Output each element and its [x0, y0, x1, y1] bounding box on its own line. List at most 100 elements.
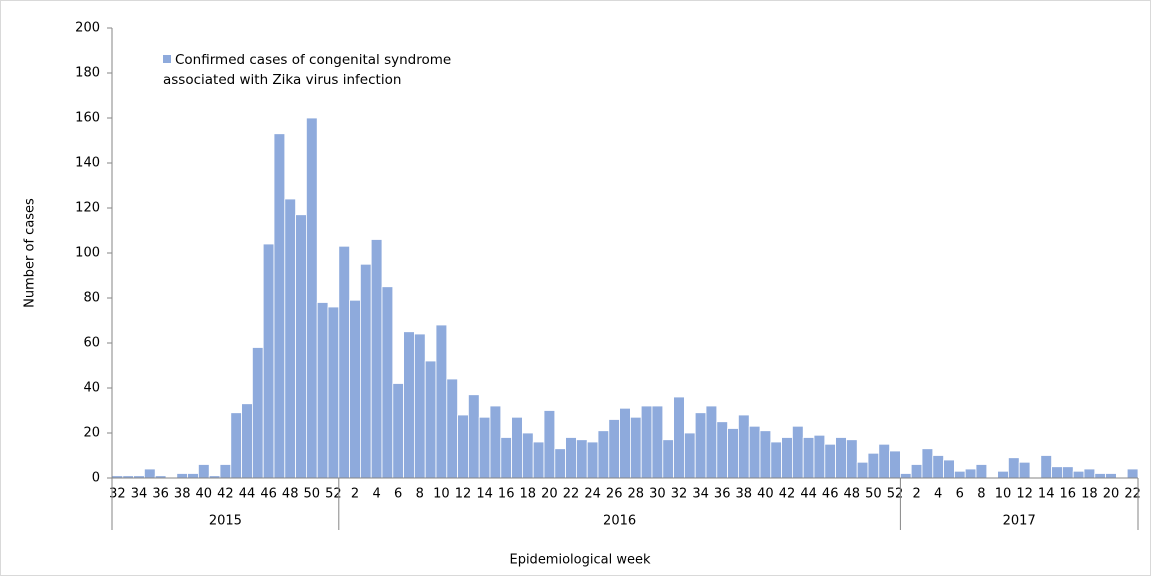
- x-tick-label: 12: [455, 487, 472, 502]
- x-tick-label: 38: [736, 487, 753, 502]
- x-tick-label: 46: [260, 487, 277, 502]
- x-tick-label: 16: [1060, 487, 1077, 502]
- bar: [662, 439, 674, 479]
- x-tick-label: 20: [1103, 487, 1120, 502]
- x-tick-label: 20: [541, 487, 558, 502]
- legend-swatch: [163, 55, 171, 63]
- x-tick-label: 32: [671, 487, 688, 502]
- bar: [305, 117, 318, 479]
- bar: [543, 410, 556, 479]
- y-tick-label: 40: [83, 381, 100, 396]
- x-tick-label: 52: [325, 487, 342, 502]
- x-tick-label: 26: [606, 487, 623, 502]
- x-tick-label: 22: [1124, 487, 1141, 502]
- y-tick-label: 60: [83, 336, 100, 351]
- x-tick-label: 50: [865, 487, 882, 502]
- x-tick-label: 48: [282, 487, 299, 502]
- x-tick-label: 16: [498, 487, 515, 502]
- bar: [727, 428, 739, 479]
- x-tick-label: 38: [174, 487, 191, 502]
- x-tick-label: 40: [196, 487, 213, 502]
- x-tick-label: 52: [887, 487, 904, 502]
- bar: [392, 383, 404, 479]
- x-tick-label: 42: [217, 487, 234, 502]
- bar: [219, 464, 232, 479]
- x-tick-label: 48: [844, 487, 861, 502]
- bar: [964, 468, 977, 479]
- x-tick-label: 2: [351, 487, 359, 502]
- x-tick-label: 2: [912, 487, 920, 502]
- y-tick-label: 0: [92, 471, 100, 486]
- bar: [878, 443, 890, 479]
- year-label: 2017: [1003, 514, 1036, 529]
- bar: [586, 441, 599, 479]
- x-tick-label: 4: [372, 487, 380, 502]
- y-tick-label: 180: [75, 66, 100, 81]
- x-tick-label: 36: [152, 487, 169, 502]
- bar: [792, 425, 804, 479]
- bar: [522, 432, 534, 479]
- bar: [802, 437, 815, 479]
- x-tick-label: 18: [520, 487, 537, 502]
- bar: [500, 437, 512, 479]
- x-tick-label: 40: [757, 487, 774, 502]
- bar: [435, 324, 448, 479]
- x-tick-label: 36: [714, 487, 731, 502]
- bar: [359, 263, 372, 479]
- y-tick-label: 160: [75, 111, 100, 126]
- bar: [457, 414, 469, 479]
- bar: [197, 464, 210, 479]
- bar: [640, 405, 653, 479]
- bar: [597, 430, 610, 479]
- bar: [489, 405, 502, 479]
- y-axis-title: Number of cases: [23, 198, 38, 308]
- bar: [673, 396, 685, 479]
- bar: [295, 214, 307, 479]
- bar: [630, 416, 642, 479]
- bar: [413, 333, 426, 479]
- x-tick-label: 24: [584, 487, 601, 502]
- bar: [943, 459, 955, 479]
- bar: [187, 473, 199, 479]
- x-tick-label: 14: [476, 487, 493, 502]
- bar: [1072, 470, 1085, 479]
- bar: [705, 405, 718, 479]
- bar: [684, 432, 696, 479]
- x-tick-label: 22: [563, 487, 580, 502]
- year-label: 2015: [209, 514, 242, 529]
- bar: [1051, 466, 1063, 479]
- y-tick-label: 80: [83, 291, 100, 306]
- bar: [251, 347, 264, 479]
- bar: [176, 473, 189, 479]
- x-tick-label: 12: [1016, 487, 1033, 502]
- bar: [1126, 468, 1139, 479]
- bar: [241, 403, 253, 479]
- bar: [424, 360, 437, 479]
- bar: [835, 437, 847, 479]
- bar: [738, 414, 750, 479]
- bar: [262, 243, 275, 479]
- bar: [975, 464, 988, 479]
- y-tick-label: 100: [75, 246, 100, 261]
- bar: [824, 443, 836, 479]
- bar: [143, 468, 156, 479]
- bar: [651, 405, 664, 479]
- bar: [565, 437, 577, 479]
- bar: [1008, 457, 1020, 479]
- bar: [954, 470, 966, 479]
- x-tick-label: 50: [304, 487, 321, 502]
- x-tick-label: 44: [800, 487, 817, 502]
- bar: [910, 464, 923, 479]
- y-tick-label: 120: [75, 201, 100, 216]
- bar: [748, 425, 761, 479]
- bar: [532, 441, 545, 479]
- bar: [900, 473, 912, 479]
- x-tick-label: 32: [109, 487, 126, 502]
- year-label: 2016: [603, 514, 636, 529]
- bar: [921, 448, 934, 479]
- bar: [1018, 461, 1031, 479]
- bar: [619, 407, 631, 479]
- x-tick-label: 8: [977, 487, 985, 502]
- bar: [1083, 468, 1096, 479]
